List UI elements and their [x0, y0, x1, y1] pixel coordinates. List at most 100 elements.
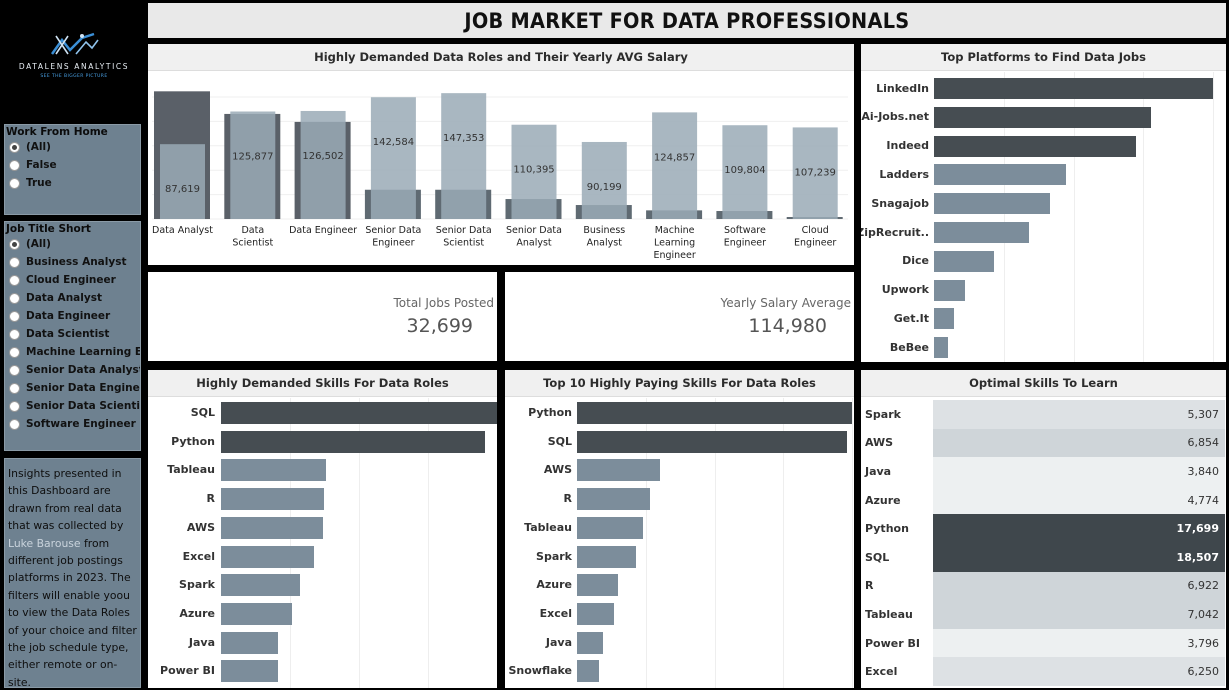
salary-data-label: 124,857 [654, 152, 695, 163]
radio-button-icon[interactable] [9, 382, 20, 394]
platform-bar-upwork[interactable] [934, 279, 965, 301]
optimal-skill-row[interactable]: R 6,922 [861, 571, 1225, 601]
radio-button-icon[interactable] [9, 346, 20, 358]
salary-bar[interactable] [160, 144, 205, 219]
salary-bar[interactable] [370, 97, 416, 219]
job-title-option-label: Cloud Engineer [26, 274, 116, 286]
paying-skills-title: Top 10 Highly Paying Skills For Data Rol… [505, 370, 854, 397]
demanded-skill-bar-r[interactable] [221, 488, 325, 511]
salary-bar[interactable] [652, 112, 698, 219]
platform-bar-ladders[interactable] [934, 164, 1067, 186]
demanded-skill-bar-power-bi[interactable] [221, 660, 278, 683]
paying-skill-bar-spark[interactable] [577, 545, 637, 568]
platform-bar-linkedin[interactable] [934, 78, 1213, 99]
paying-skill-bar-r[interactable] [577, 488, 650, 511]
job-title-option-business-analyst[interactable]: Business Analyst [5, 253, 140, 271]
demanded-skill-bar-python[interactable] [221, 430, 485, 453]
gridline [645, 398, 647, 688]
platform-bar-get-it[interactable] [934, 308, 955, 330]
demanded-skill-bar-sql[interactable] [221, 402, 497, 424]
demanded-skill-label: SQL [190, 406, 215, 419]
work-from-home-option-false[interactable]: False [5, 156, 140, 174]
optimal-skill-row[interactable]: Excel 6,250 [861, 657, 1225, 686]
job-title-option-senior-data-analyst[interactable]: Senior Data Analyst [5, 361, 140, 379]
paying-skill-bar-java[interactable] [577, 631, 604, 654]
paying-skill-bar-aws[interactable] [577, 459, 660, 482]
paying-skill-bar-excel[interactable] [577, 602, 615, 625]
roles-salary-chart: 87,619 Data Analyst 125,877 Data Scientist 12… [152, 91, 848, 261]
demanded-skills-panel: Highly Demanded Skills For Data Roles SQ… [148, 370, 497, 688]
platform-label: Get.It [893, 311, 929, 325]
platform-bar-ai-jobs-net[interactable] [934, 106, 1151, 128]
radio-button-icon[interactable] [9, 310, 20, 322]
salary-bar[interactable] [300, 110, 346, 219]
job-title-option-label: Business Analyst [26, 256, 127, 268]
job-title-option-data-engineer[interactable]: Data Engineer [5, 307, 140, 325]
optimal-skill-row[interactable]: Tableau 7,042 [861, 600, 1225, 629]
salary-bar[interactable] [581, 141, 627, 219]
job-title-option-data-analyst[interactable]: Data Analyst [5, 289, 140, 307]
radio-button-icon[interactable] [9, 177, 20, 189]
radio-button-icon[interactable] [9, 418, 20, 430]
optimal-skill-row[interactable]: Python 17,699 [861, 514, 1225, 543]
radio-button-icon[interactable] [9, 328, 20, 340]
job-title-option-senior-data-engineer[interactable]: Senior Data Engineer [5, 379, 140, 397]
demanded-skill-label: R [206, 492, 215, 506]
platform-bar-bebee[interactable] [934, 337, 949, 359]
radio-button-icon[interactable] [9, 292, 20, 304]
work-from-home-option-true[interactable]: True [5, 174, 140, 192]
radio-button-icon[interactable] [9, 256, 20, 268]
salary-bar[interactable] [792, 127, 838, 219]
job-title-option-label: Machine Learning En.. [26, 346, 140, 358]
paying-skill-bar-sql[interactable] [577, 430, 847, 453]
demanded-skill-bar-spark[interactable] [221, 574, 301, 597]
platform-bar-dice[interactable] [934, 250, 995, 272]
work-from-home-option-all[interactable]: (All) [5, 138, 140, 156]
radio-button-icon[interactable] [9, 400, 20, 412]
paying-skill-bar-python[interactable] [577, 402, 852, 424]
demanded-skill-bar-java[interactable] [221, 631, 279, 654]
job-title-option-senior-data-scientist[interactable]: Senior Data Scientist [5, 397, 140, 415]
work-from-home-option-label: True [26, 177, 52, 189]
paying-skill-bar-azure[interactable] [577, 574, 619, 597]
platform-bar-indeed[interactable] [934, 135, 1136, 157]
radio-button-icon[interactable] [9, 159, 20, 171]
job-title-option-software-engineer[interactable]: Software Engineer [5, 415, 140, 433]
optimal-skill-row[interactable]: AWS 6,854 [861, 428, 1225, 458]
demanded-skill-label: Azure [179, 606, 215, 620]
salary-bar[interactable] [230, 111, 276, 219]
salary-bar[interactable] [441, 93, 487, 219]
demanded-skill-bar-tableau[interactable] [221, 459, 327, 482]
optimal-skill-row[interactable]: SQL 18,507 [861, 543, 1225, 572]
demanded-skill-bar-azure[interactable] [221, 602, 293, 625]
paying-skill-bar-tableau[interactable] [577, 516, 643, 539]
radio-button-icon[interactable] [9, 238, 20, 250]
demanded-skill-bar-aws[interactable] [221, 516, 324, 539]
radio-button-icon[interactable] [9, 364, 20, 376]
demanded-skill-label: Excel [182, 549, 215, 563]
total-jobs-value: 32,699 [406, 315, 473, 337]
optimal-skill-row[interactable]: Power BI 3,796 [861, 628, 1225, 658]
luke-barouse-link[interactable]: Luke Barouse [8, 536, 81, 550]
paying-skill-bar-snowflake[interactable] [577, 660, 599, 683]
job-title-option-data-scientist[interactable]: Data Scientist [5, 325, 140, 343]
job-title-option-all[interactable]: (All) [5, 235, 140, 253]
gridline [1073, 72, 1075, 362]
demanded-skill-bar-excel[interactable] [221, 545, 315, 568]
role-category-label: Software Engineer [724, 225, 766, 249]
platform-bar-snagajob[interactable] [934, 193, 1051, 215]
role-category-label: Machine Learning Engineer [653, 225, 695, 261]
optimal-skill-row[interactable]: Spark 5,307 [861, 400, 1225, 429]
salary-bar[interactable] [722, 125, 768, 219]
platform-bar-ziprecruit[interactable] [934, 222, 1029, 243]
job-title-options: (All) Business Analyst Cloud Engineer Data … [5, 235, 140, 433]
job-title-option-cloud-engineer[interactable]: Cloud Engineer [5, 271, 140, 289]
job-title-option-label: Senior Data Scientist [26, 400, 140, 412]
avg-salary-kpi: Yearly Salary Average 114,980 [505, 272, 854, 361]
radio-button-icon[interactable] [9, 274, 20, 286]
salary-bar[interactable] [511, 124, 557, 219]
optimal-skill-row[interactable]: Java 3,840 [861, 457, 1225, 486]
job-title-option-machine-learning-en[interactable]: Machine Learning En.. [5, 343, 140, 361]
radio-button-icon[interactable] [9, 141, 20, 153]
optimal-skill-row[interactable]: Azure 4,774 [861, 485, 1225, 515]
